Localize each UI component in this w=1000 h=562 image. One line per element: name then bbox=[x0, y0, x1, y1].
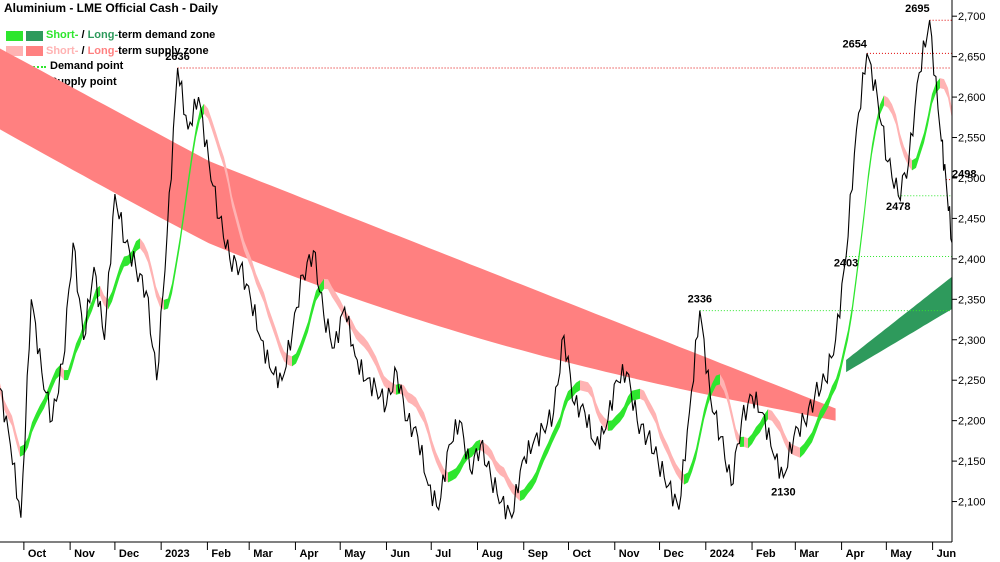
legend-sep-demand: / bbox=[78, 29, 88, 41]
short-term-demand-zone bbox=[448, 439, 480, 483]
annotation-label: 2636 bbox=[165, 51, 189, 63]
legend-short-demand: Short- bbox=[46, 29, 79, 41]
short-term-demand-zone bbox=[108, 238, 140, 310]
legend-sep-supply: / bbox=[78, 44, 88, 57]
annotation-label: 2695 bbox=[905, 3, 929, 15]
y-tick-label: 2,300 bbox=[958, 335, 986, 347]
annotation-label: 2130 bbox=[771, 486, 795, 498]
legend-short-supply: Short- bbox=[46, 44, 79, 57]
x-tick-label: Nov bbox=[619, 548, 641, 560]
annotation-label: 2478 bbox=[886, 201, 910, 213]
x-tick-label: 2023 bbox=[165, 548, 189, 560]
short-term-supply-zone bbox=[884, 95, 912, 171]
short-term-demand-zone bbox=[520, 380, 580, 501]
legend-supply-zone: Short- / Long-term supply zone bbox=[6, 44, 215, 60]
y-tick-label: 2,600 bbox=[958, 92, 986, 104]
annotation-label: 2336 bbox=[688, 294, 712, 306]
annotation-label: 2403 bbox=[834, 257, 858, 269]
x-tick-label: Aug bbox=[481, 548, 502, 560]
price-layer bbox=[0, 20, 953, 520]
short-term-demand-zone bbox=[292, 278, 324, 367]
legend-swatch-long-demand bbox=[26, 30, 43, 41]
short-term-demand-zone bbox=[20, 365, 60, 457]
short-term-supply-zone bbox=[720, 374, 740, 447]
short-term-demand-zone bbox=[684, 374, 720, 485]
x-tick-label: Nov bbox=[74, 548, 96, 560]
x-tick-label: May bbox=[344, 548, 366, 560]
legend-swatch-short-supply bbox=[6, 46, 23, 57]
legend-demand-zone: Short- / Long-term demand zone bbox=[6, 28, 215, 44]
legend-long-demand: Long- bbox=[87, 29, 119, 41]
x-tick-label: 2024 bbox=[710, 548, 735, 560]
legend-supply-rest: term supply zone bbox=[118, 44, 209, 57]
short-term-demand-zone bbox=[912, 78, 940, 171]
x-tick-label: Apr bbox=[846, 548, 866, 560]
x-tick-label: Oct bbox=[573, 548, 592, 560]
price-line bbox=[0, 20, 953, 520]
legend-swatch-short-demand bbox=[6, 30, 23, 41]
short-term-supply-zone bbox=[100, 285, 108, 310]
annotation-label: 2654 bbox=[842, 38, 867, 50]
y-tick-label: 2,200 bbox=[958, 416, 986, 428]
y-tick-label: 2,500 bbox=[958, 173, 986, 185]
y-tick-label: 2,700 bbox=[958, 11, 986, 23]
x-tick-label: Jun bbox=[390, 548, 410, 560]
y-tick-label: 2,550 bbox=[958, 133, 986, 145]
y-tick-label: 2,100 bbox=[958, 497, 986, 509]
y-tick-label: 2,450 bbox=[958, 213, 986, 225]
x-tick-label: Jun bbox=[937, 548, 957, 560]
short-term-demand-zone bbox=[748, 409, 768, 449]
y-tick-label: 2,350 bbox=[958, 294, 986, 306]
x-tick-label: Apr bbox=[299, 548, 319, 560]
chart-title: Aluminium - LME Official Cash - Daily bbox=[4, 1, 219, 15]
short-term-supply-zone bbox=[324, 278, 396, 395]
x-tick-label: Dec bbox=[664, 548, 684, 560]
long-term-demand-zone bbox=[846, 276, 952, 373]
levels-layer bbox=[177, 19, 952, 312]
short-term-supply-zone bbox=[744, 436, 748, 449]
x-tick-label: Mar bbox=[799, 548, 819, 560]
x-tick-label: May bbox=[890, 548, 912, 560]
zones-layer bbox=[0, 48, 952, 501]
y-tick-label: 2,400 bbox=[958, 254, 986, 266]
short-term-demand-zone bbox=[740, 436, 744, 447]
y-tick-label: 2,150 bbox=[958, 456, 986, 468]
legend-long-supply: Long- bbox=[87, 44, 119, 57]
legend-demand-point-label: Demand point bbox=[50, 60, 124, 72]
short-term-demand-zone bbox=[64, 285, 100, 381]
short-term-supply-zone bbox=[480, 439, 520, 501]
short-term-supply-zone bbox=[768, 409, 800, 458]
short-term-supply-zone bbox=[0, 383, 20, 457]
short-term-supply-zone bbox=[400, 383, 448, 483]
long-term-supply-zone bbox=[0, 48, 836, 421]
y-tick-label: 2,650 bbox=[958, 52, 986, 64]
short-term-supply-zone bbox=[640, 388, 684, 485]
short-term-supply-zone bbox=[60, 365, 64, 381]
legend-swatch-long-supply bbox=[26, 46, 43, 57]
short-term-supply-zone bbox=[204, 103, 292, 367]
x-tick-label: Mar bbox=[253, 548, 273, 560]
annotation-label: 2498 bbox=[952, 169, 976, 181]
x-tick-label: Feb bbox=[211, 548, 231, 560]
x-tick-label: Jul bbox=[435, 548, 451, 560]
short-term-supply-zone bbox=[940, 78, 952, 119]
short-term-demand-zone bbox=[800, 95, 884, 458]
short-term-supply-zone bbox=[140, 238, 164, 310]
y-tick-label: 2,250 bbox=[958, 375, 986, 387]
legend-demand-rest: term demand zone bbox=[118, 29, 216, 41]
x-tick-label: Dec bbox=[119, 548, 139, 560]
x-tick-label: Sep bbox=[528, 548, 548, 560]
short-term-supply-zone bbox=[580, 380, 608, 431]
x-tick-label: Oct bbox=[28, 548, 47, 560]
x-tick-label: Feb bbox=[756, 548, 776, 560]
labels-layer: 2636 2336 2130 2403 2654 2478 2695 2498 bbox=[165, 3, 976, 498]
